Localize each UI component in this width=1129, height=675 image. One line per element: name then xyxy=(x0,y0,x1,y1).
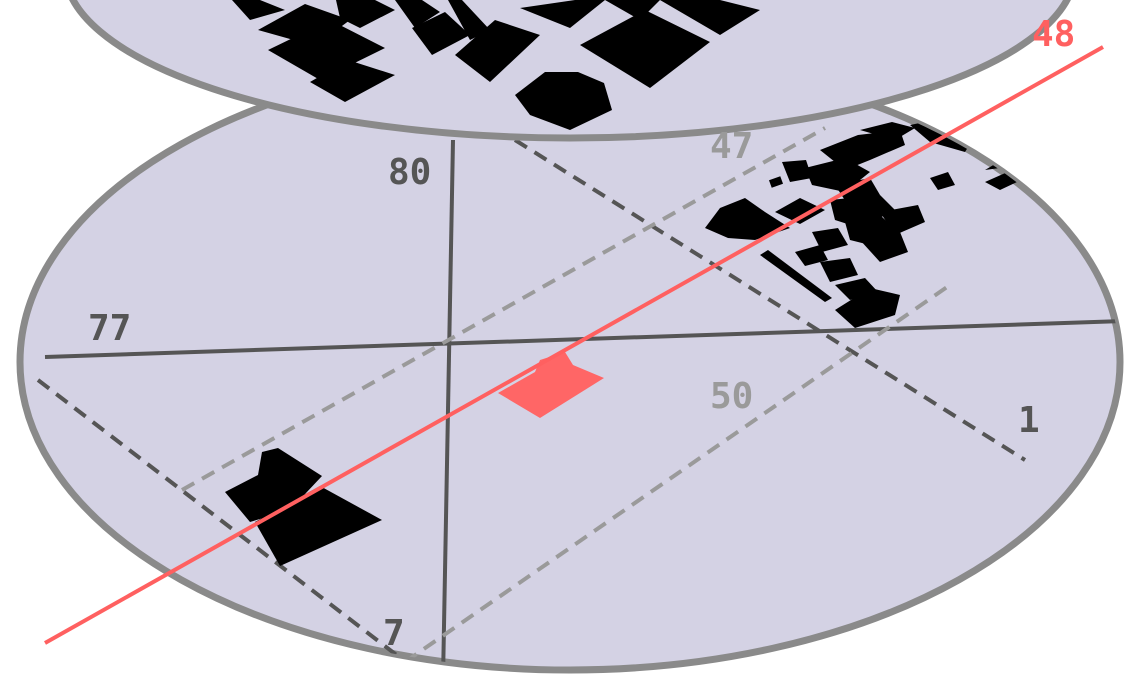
label-80: 80 xyxy=(388,152,431,193)
label-48: 48 xyxy=(1032,14,1075,55)
label-47: 47 xyxy=(710,126,753,167)
label-50: 50 xyxy=(710,376,753,417)
label-7: 7 xyxy=(383,613,405,654)
label-77: 77 xyxy=(88,308,131,349)
label-1: 1 xyxy=(1018,400,1040,441)
